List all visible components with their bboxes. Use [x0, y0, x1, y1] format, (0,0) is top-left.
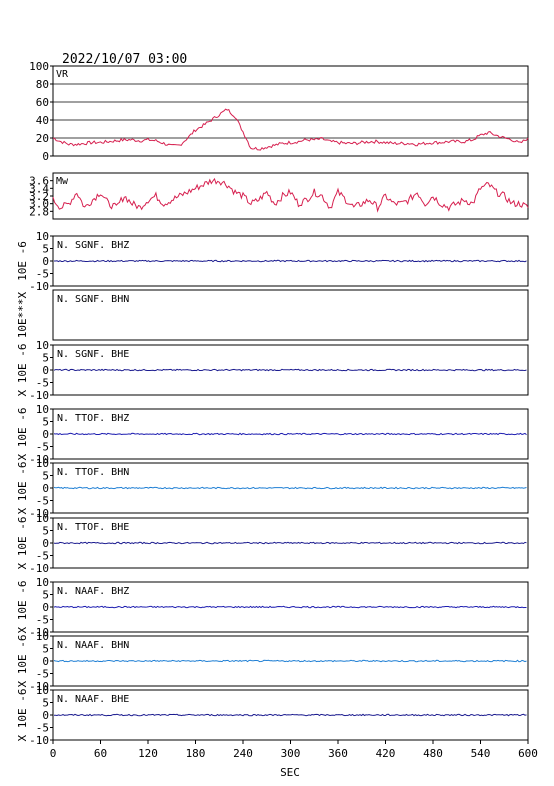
y-tick-label: 10: [36, 630, 49, 643]
y-tick-label: 0: [42, 537, 49, 550]
y-tick-label: 5: [42, 589, 49, 602]
y-tick-label: -10: [29, 453, 49, 466]
y-tick-label: -10: [29, 507, 49, 520]
series-line: [52, 177, 529, 213]
panel-label: Mw: [56, 176, 69, 187]
waveform-trace: [54, 713, 527, 717]
y-tick-label: 5: [42, 352, 49, 365]
y-tick-label: 0: [42, 364, 49, 377]
y-tick-label: -5: [36, 614, 49, 627]
y-tick-label: -5: [36, 495, 49, 508]
y-tick-label: -10: [29, 626, 49, 639]
waveform-trace: [53, 432, 527, 436]
y-tick-label: 5: [42, 643, 49, 656]
y-tick-label: 10: [36, 403, 49, 416]
y-tick-label: 5: [42, 525, 49, 538]
y-tick-label: 80: [36, 78, 49, 91]
y-axis-unit-label: 10E -6: [16, 241, 29, 281]
y-tick-label: 10: [36, 230, 49, 243]
y-tick-label: 60: [36, 96, 49, 109]
station-label: N. TTOF. BHN: [57, 467, 129, 478]
x-tick-label: 600: [518, 747, 538, 760]
y-tick-label: -5: [36, 377, 49, 390]
y-axis-unit-label: X 10E -6: [16, 517, 29, 570]
series-line: [52, 108, 529, 151]
waveform-trace: [54, 259, 527, 263]
y-tick-label: 5: [42, 470, 49, 483]
y-tick-label: -10: [29, 734, 49, 747]
y-tick-label: 10: [36, 339, 49, 352]
panel-frame: [52, 289, 529, 341]
y-tick-label: 5: [42, 243, 49, 256]
y-tick-label: 0: [42, 709, 49, 722]
panel-frame: [52, 65, 529, 157]
station-label: N. SGNF. BHN: [57, 294, 129, 305]
station-label: N. SGNF. BHE: [57, 349, 129, 360]
y-tick-label: -10: [29, 562, 49, 575]
y-tick-label: 10: [36, 576, 49, 589]
y-tick-label: 3.4: [29, 182, 49, 195]
x-tick-label: 180: [186, 747, 206, 760]
y-tick-label: -10: [29, 280, 49, 293]
y-tick-label: 40: [36, 114, 49, 127]
y-tick-label: -5: [36, 441, 49, 454]
x-tick-label: 300: [281, 747, 301, 760]
y-tick-label: 3.0: [29, 198, 49, 211]
y-tick-label: 0: [42, 255, 49, 268]
y-axis-unit-label: X 10E -6: [16, 581, 29, 634]
station-label: N. NAAF. BHE: [57, 694, 129, 705]
station-label: N. SGNF. BHZ: [57, 240, 129, 251]
station-label: N. NAAF. BHN: [57, 640, 129, 651]
y-axis-unit-label: X 10E -6: [16, 408, 29, 461]
y-tick-label: 20: [36, 132, 49, 145]
x-tick-label: 360: [328, 747, 348, 760]
station-label: N. TTOF. BHE: [57, 522, 129, 533]
y-axis-unit-label: X 10E -6: [16, 344, 29, 397]
x-tick-label: 420: [376, 747, 396, 760]
x-tick-label: 0: [50, 747, 57, 760]
y-axis-unit-label: X 10E -6: [16, 689, 29, 742]
y-tick-label: 2.8: [29, 205, 49, 218]
y-tick-label: 10: [36, 512, 49, 525]
y-tick-label: -5: [36, 550, 49, 563]
y-tick-label: 100: [29, 60, 49, 73]
waveform-trace: [53, 486, 527, 490]
y-axis-unit-label: X 10E -6: [16, 635, 29, 688]
y-tick-label: 10: [36, 684, 49, 697]
y-tick-label: 0: [42, 655, 49, 668]
x-axis-label: SEC: [280, 766, 300, 779]
waveform-trace: [53, 541, 527, 545]
waveform-trace: [53, 368, 527, 372]
x-tick-label: 120: [138, 747, 158, 760]
y-tick-label: -5: [36, 668, 49, 681]
y-tick-label: 3.2: [29, 190, 49, 203]
chart-title: 2022/10/07 03:00: [62, 52, 187, 67]
station-label: N. TTOF. BHZ: [57, 413, 129, 424]
waveform-trace: [53, 605, 527, 609]
y-tick-label: 5: [42, 697, 49, 710]
y-tick-label: -10: [29, 389, 49, 402]
panel-label: VR: [56, 69, 69, 80]
y-tick-label: 3.6: [29, 175, 49, 188]
y-tick-label: 0: [42, 150, 49, 163]
x-tick-label: 240: [233, 747, 253, 760]
y-tick-label: -5: [36, 722, 49, 735]
y-tick-label: -10: [29, 680, 49, 693]
x-tick-label: 60: [94, 747, 107, 760]
y-tick-label: 0: [42, 482, 49, 495]
y-axis-unit-label: 10E***X: [16, 291, 29, 338]
y-tick-label: 10: [36, 457, 49, 470]
waveform-trace: [53, 659, 527, 663]
y-tick-label: 0: [42, 601, 49, 614]
y-tick-label: 5: [42, 416, 49, 429]
y-tick-label: 0: [42, 428, 49, 441]
panel-frame: [52, 172, 529, 220]
station-label: N. NAAF. BHZ: [57, 586, 129, 597]
x-tick-label: 540: [471, 747, 491, 760]
y-tick-label: -5: [36, 268, 49, 281]
y-axis-unit-label: X 10E -6: [16, 462, 29, 515]
x-tick-label: 480: [423, 747, 443, 760]
